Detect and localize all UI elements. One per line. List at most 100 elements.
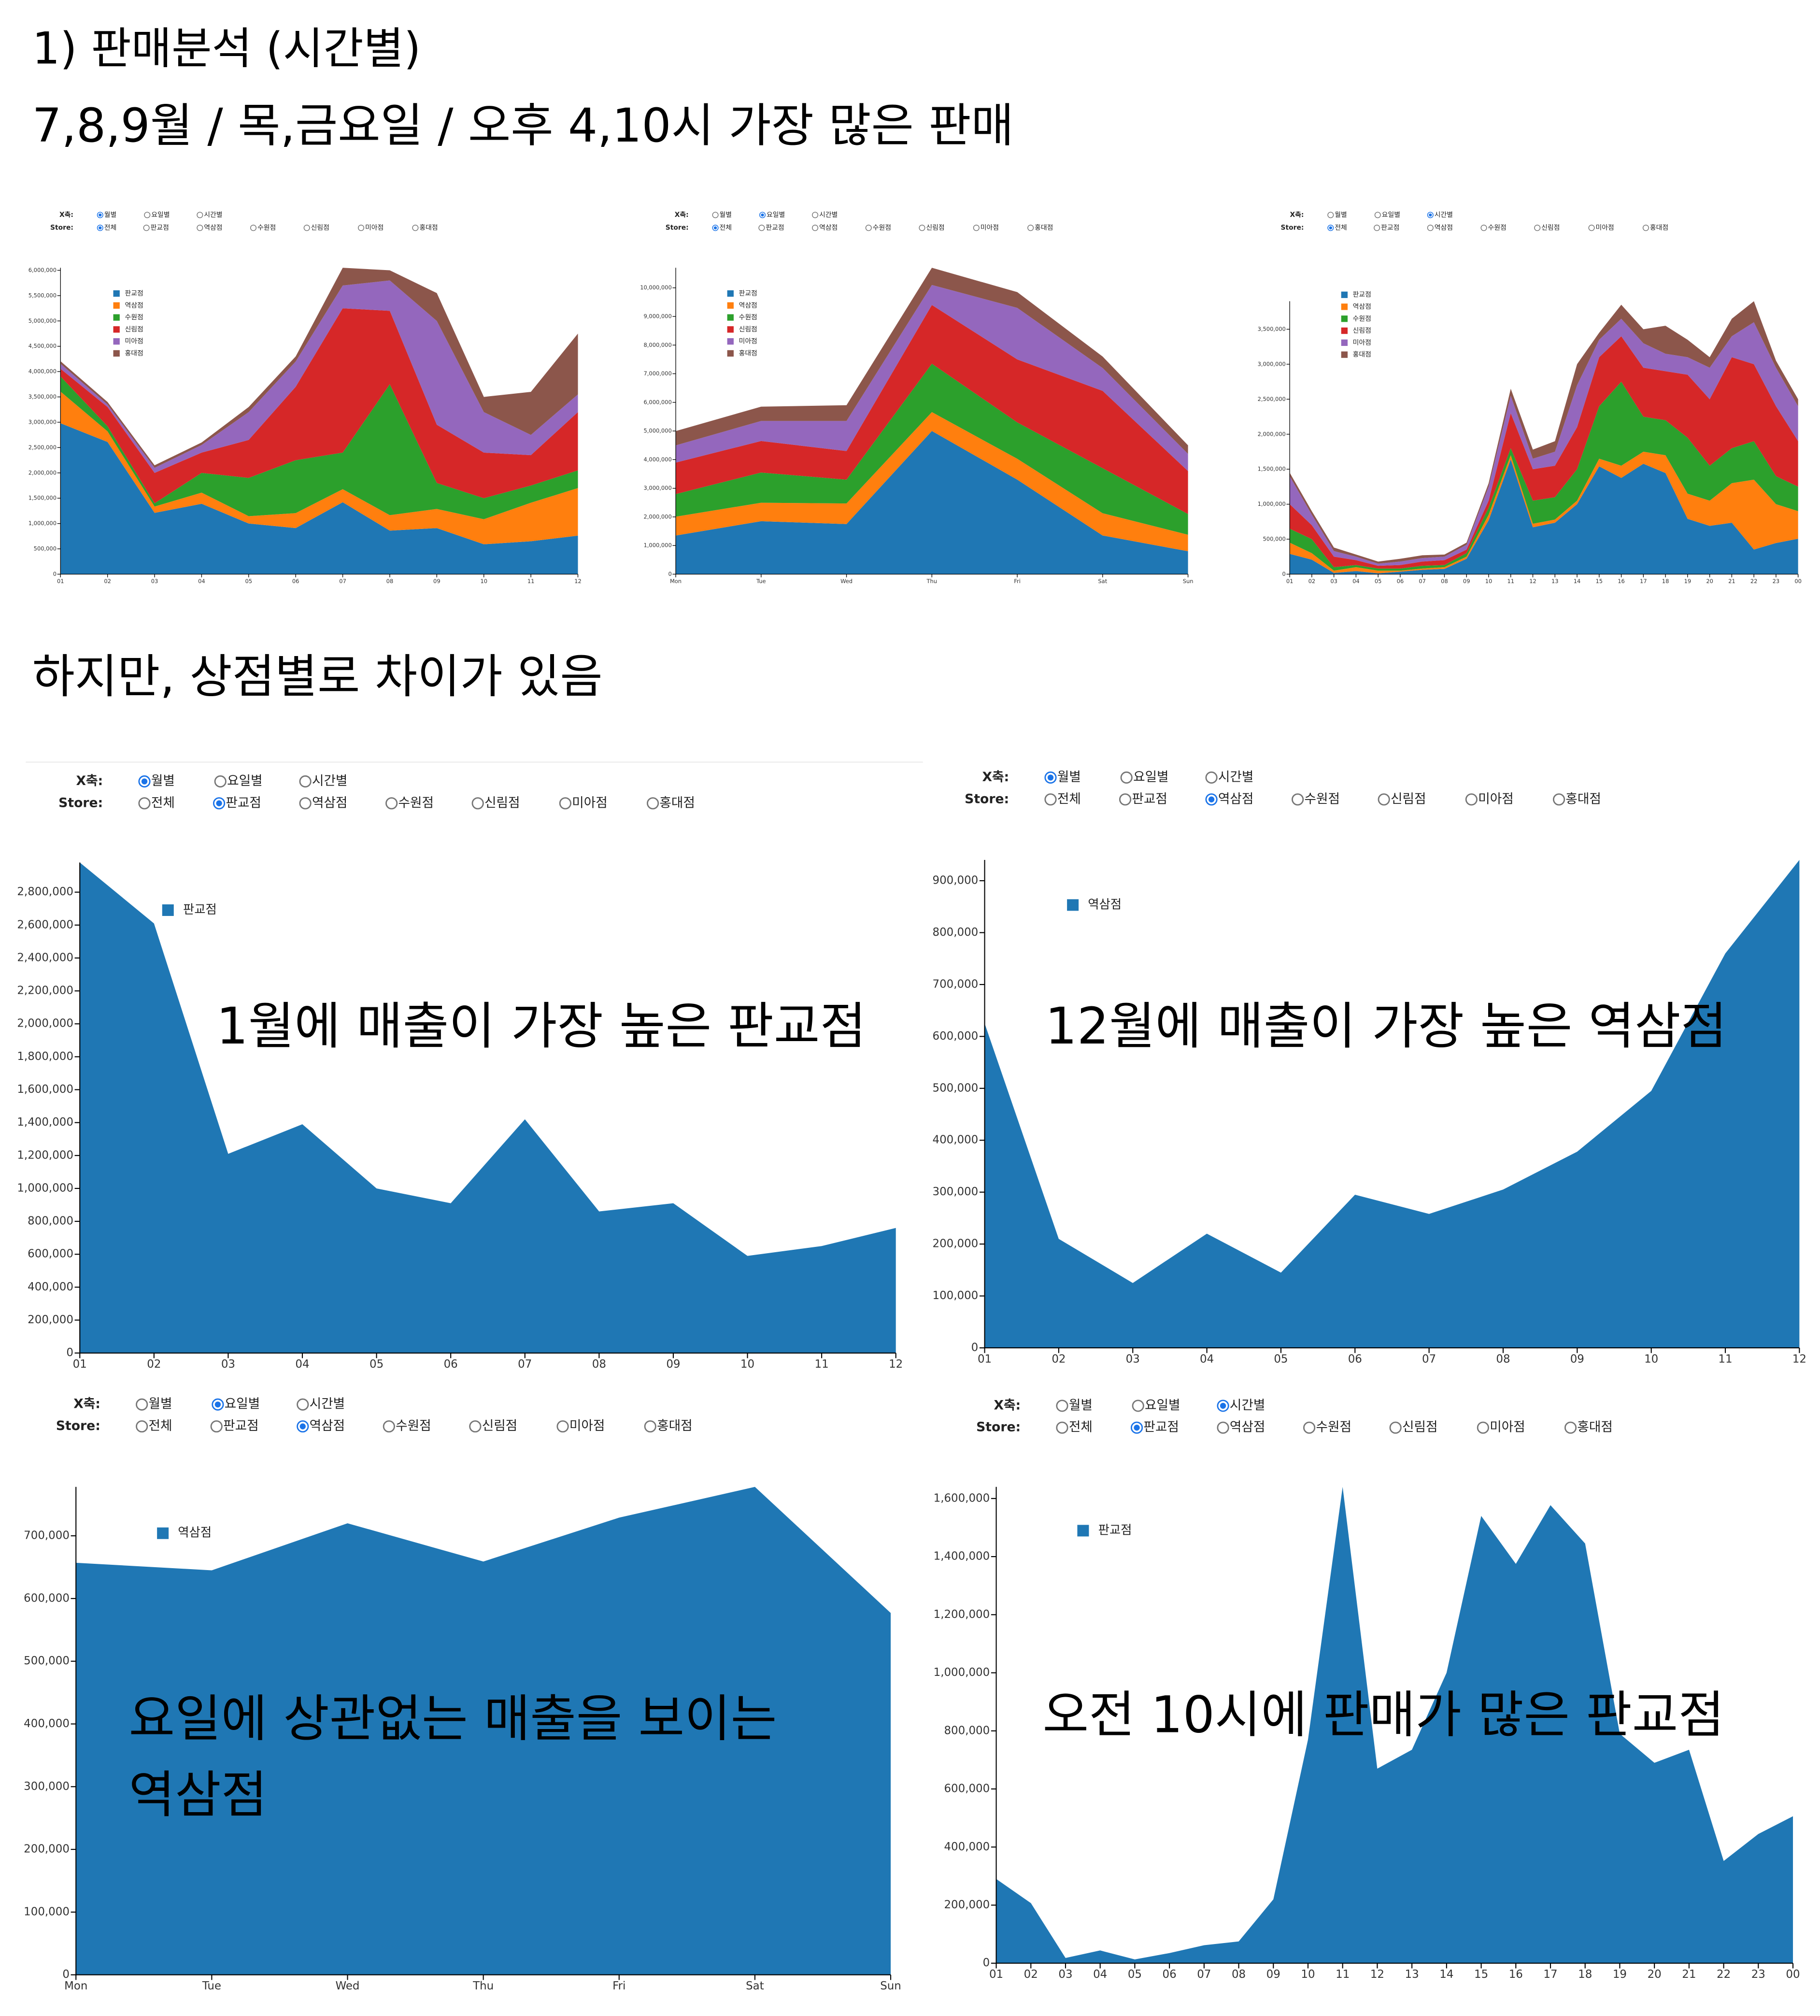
y-tick-label: 200,000 [944,1899,990,1911]
radio-dot [216,800,222,806]
y-tick-label: 0 [971,1341,979,1354]
x-tick-label: Thu [926,578,937,585]
y-tick-label: 1,000,000 [1258,500,1286,507]
legend-swatch [727,326,734,333]
x-tick-label: 05 [245,578,253,585]
radio-label: 미아점 [365,224,384,232]
radio-label: 미아점 [572,795,608,810]
y-tick-label: 500,000 [34,545,57,552]
radio-label: 월별 [104,211,116,219]
radio-label: 판교점 [1143,1420,1179,1435]
annotation: 오전 10시에 판매가 많은 판교점 [1042,1686,1724,1744]
x-tick-label: 04 [198,578,205,585]
y-tick-label: 600,000 [24,1592,70,1604]
x-tick-label: 03 [1330,578,1337,585]
control-label: X축: [675,211,689,219]
x-tick-label: 05 [1274,1353,1288,1365]
area [60,391,578,544]
x-tick-label: 11 [815,1358,829,1371]
area [984,860,1800,1348]
legend-swatch [113,314,120,321]
y-tick-label: 200,000 [24,1843,70,1856]
y-tick-label: 800,000 [944,1724,990,1737]
x-tick-label: 09 [433,578,441,585]
y-tick-label: 3,000,000 [644,485,672,491]
control-label: Store: [965,791,1009,806]
x-tick-label: 15 [1474,1968,1488,1981]
radio-label: 신림점 [1391,791,1426,806]
control-label: X축: [76,773,103,788]
radio-button [973,225,980,231]
x-tick-label: 22 [1717,1968,1731,1981]
y-tick-label: 4,000,000 [644,456,672,463]
y-tick-label: 0 [668,571,671,577]
radio-label: 판교점 [1132,791,1167,806]
x-tick-label: 03 [221,1358,235,1371]
radio-button [1027,225,1034,231]
area [1290,459,1798,574]
x-tick-label: 10 [740,1358,754,1371]
x-tick-label: 07 [1422,1353,1436,1365]
legend-swatch [157,1527,169,1539]
x-tick-label: 11 [527,578,535,585]
radio-label: 신림점 [311,224,329,232]
x-tick-label: 10 [1301,1968,1315,1981]
legend-swatch [113,350,120,357]
radio-label: 시간별 [819,211,838,219]
radio-label: 미아점 [981,224,999,232]
radio-label: 전체 [1057,791,1081,806]
radio-dot [1329,226,1332,229]
radio-dot [1134,1425,1140,1431]
x-tick-label: 06 [292,578,299,585]
y-tick-label: 1,800,000 [17,1050,73,1063]
radio-label: 시간별 [1230,1398,1265,1413]
legend-label: 판교점 [1098,1523,1132,1537]
legend-swatch [727,350,734,357]
radio-label: 시간별 [1435,211,1453,219]
legend-swatch [1067,899,1079,911]
radio-label: 수원점 [873,224,891,232]
radio-label: 시간별 [204,211,222,219]
y-tick-label: 400,000 [24,1717,70,1730]
y-tick-label: 2,000,000 [1258,430,1286,437]
legend-label: 홍대점 [1353,351,1371,358]
x-tick-label: 10 [1644,1353,1658,1365]
area [60,376,578,519]
x-tick-label: 11 [1336,1968,1350,1981]
legend-swatch [727,338,734,345]
x-tick-label: 04 [295,1358,309,1371]
x-tick-label: 17 [1543,1968,1557,1981]
radio-label: 판교점 [226,795,261,810]
y-tick-label: 800,000 [932,926,978,939]
y-tick-label: 0 [983,1957,990,1969]
radio-button [136,1398,148,1411]
radio-button [1120,771,1133,784]
y-tick-label: 4,000,000 [28,368,57,375]
y-tick-label: 2,500,000 [1258,396,1286,402]
radio-label: 판교점 [1381,224,1399,232]
area [60,308,578,503]
legend-label: 미아점 [125,338,143,345]
radio-label: 신림점 [926,224,944,232]
radio-label: 홍대점 [1650,224,1668,232]
x-tick-label: Sun [1183,578,1194,585]
x-tick-label: 00 [1786,1968,1800,1981]
legend-swatch [113,326,120,333]
x-tick-label: 20 [1706,578,1713,585]
x-tick-label: 12 [1370,1968,1384,1981]
radio-button [758,225,765,231]
y-tick-label: 1,000,000 [17,1182,73,1194]
y-tick-label: 2,600,000 [17,918,73,931]
y-tick-label: 3,500,000 [1258,326,1286,332]
radio-button [197,225,203,231]
x-tick-label: Fri [612,1980,626,1992]
y-tick-label: 100,000 [932,1289,978,1302]
y-tick-label: 1,200,000 [17,1149,73,1161]
radio-button [1217,1421,1229,1434]
y-tick-label: 6,000,000 [644,399,672,405]
y-tick-label: 3,500,000 [28,393,57,400]
radio-label: 요일별 [1133,770,1169,785]
legend-label: 판교점 [739,290,757,298]
radio-dot [761,213,764,217]
